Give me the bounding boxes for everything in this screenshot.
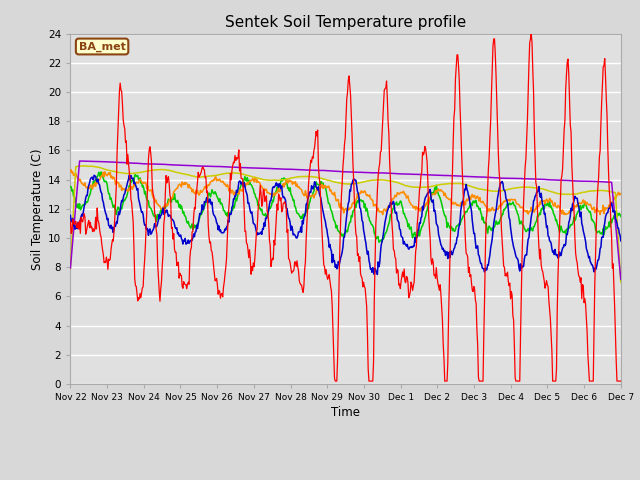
Text: BA_met: BA_met [79,41,125,52]
X-axis label: Time: Time [331,406,360,419]
Y-axis label: Soil Temperature (C): Soil Temperature (C) [31,148,44,270]
Title: Sentek Soil Temperature profile: Sentek Soil Temperature profile [225,15,466,30]
